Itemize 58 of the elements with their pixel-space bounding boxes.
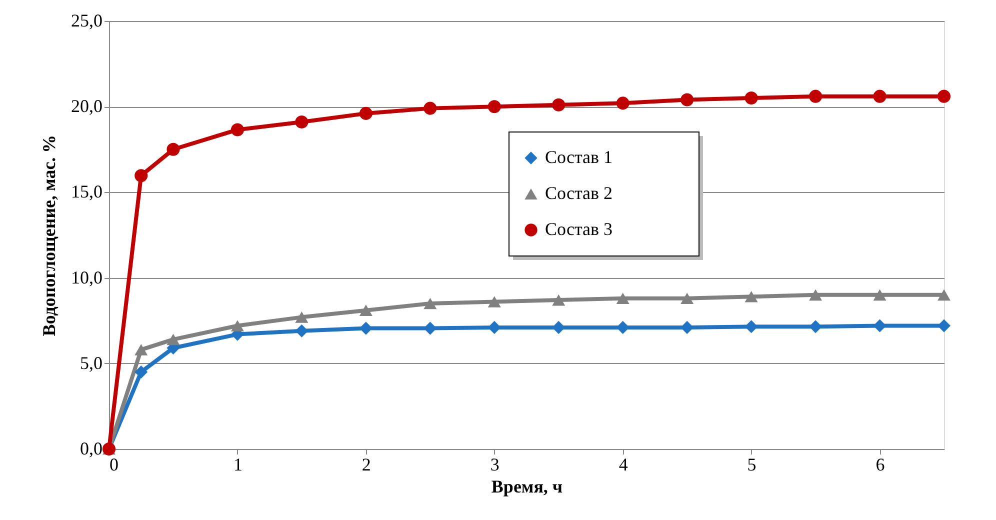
point: [230, 320, 244, 332]
point: [937, 289, 951, 301]
point: [424, 322, 437, 335]
legend-label: Состав 1: [545, 147, 613, 167]
x-tick-label: 1: [233, 454, 242, 474]
point: [295, 312, 308, 323]
point: [680, 320, 694, 334]
point: [616, 292, 630, 304]
point: [488, 100, 501, 114]
point: [295, 324, 308, 338]
point: [744, 290, 758, 302]
y-tick-label: 15,0: [71, 182, 102, 202]
y-tick-label: 0,0: [80, 438, 102, 458]
x-tick-label: 2: [362, 454, 371, 474]
y-axis-title: Водопоглощение, мас. %: [39, 134, 59, 336]
point: [873, 90, 886, 103]
point: [359, 106, 372, 120]
y-tick-label: 5,0: [80, 352, 102, 373]
point: [295, 116, 308, 129]
point: [680, 292, 694, 304]
point: [166, 142, 180, 156]
y-tick-label: 20,0: [71, 96, 102, 116]
point: [552, 320, 566, 334]
x-tick-label: 5: [747, 454, 756, 474]
legend-label: Состав 3: [545, 219, 613, 239]
point: [488, 320, 501, 334]
point: [166, 334, 180, 346]
point: [616, 96, 630, 110]
point: [488, 296, 501, 308]
x-tick-label: 6: [876, 454, 885, 474]
point: [680, 93, 694, 106]
point: [359, 322, 372, 335]
point: [809, 320, 822, 334]
point: [230, 123, 244, 136]
point: [616, 320, 630, 334]
point: [134, 365, 148, 378]
x-tick-label: 4: [618, 454, 628, 474]
legend-label: Состав 2: [545, 183, 613, 203]
point: [552, 98, 566, 112]
x-tick-label: 0: [110, 454, 118, 474]
point: [937, 90, 951, 103]
point: [359, 304, 372, 316]
y-tick-label: 10,0: [71, 267, 102, 288]
point: [873, 319, 886, 332]
point: [809, 289, 822, 301]
point: [134, 344, 148, 356]
point: [424, 298, 437, 310]
point: [552, 294, 566, 306]
x-tick-label: 3: [490, 454, 500, 474]
point: [744, 92, 758, 105]
point: [809, 90, 822, 103]
point: [744, 320, 758, 334]
point: [134, 169, 148, 182]
y-tick-label: 25,0: [71, 10, 102, 30]
x-axis-title: Время, ч: [491, 476, 563, 496]
point: [937, 319, 951, 332]
point: [873, 289, 886, 301]
point: [424, 102, 437, 115]
